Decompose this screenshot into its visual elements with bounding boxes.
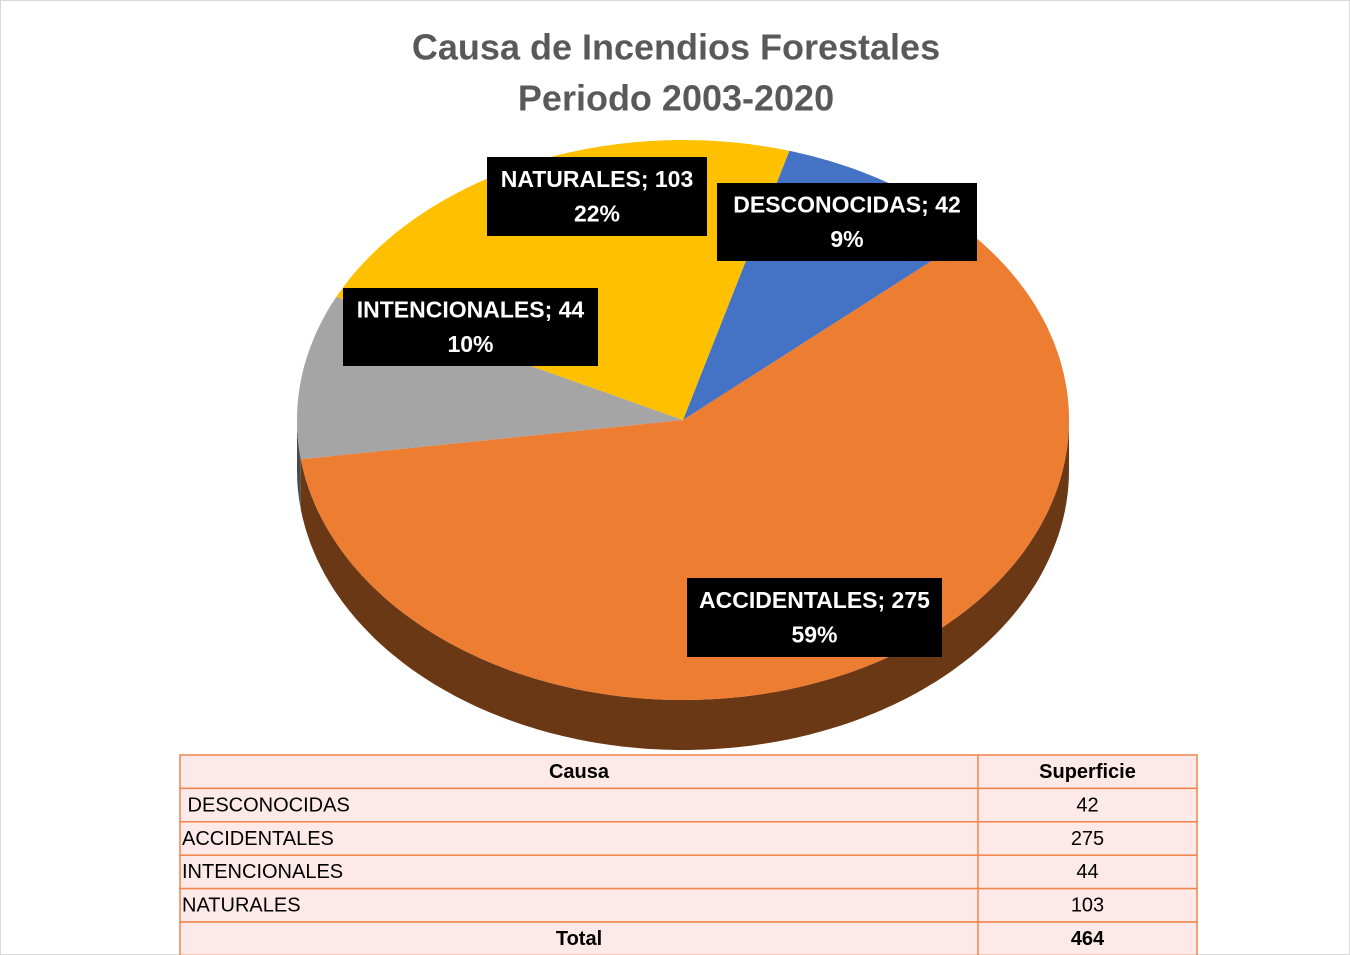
data-label-box xyxy=(687,578,942,657)
table-cell: 275 xyxy=(1071,828,1104,850)
table-cell: NATURALES xyxy=(182,895,301,917)
table-row xyxy=(179,854,1198,890)
table-cell: ACCIDENTALES xyxy=(182,828,334,850)
data-label: ACCIDENTALES; 275 xyxy=(699,587,930,613)
table-cell: INTENCIONALES xyxy=(182,861,343,883)
data-label-box xyxy=(343,288,598,366)
data-label-box xyxy=(487,157,707,236)
table-cell: Total xyxy=(556,928,602,950)
data-label: NATURALES; 103 xyxy=(501,166,694,192)
data-label: INTENCIONALES; 44 xyxy=(357,296,585,322)
data-label-box xyxy=(717,183,977,261)
table-row xyxy=(179,787,1198,823)
table-cell: 103 xyxy=(1071,895,1104,917)
table-cell: Causa xyxy=(549,761,610,783)
table-cell: Superficie xyxy=(1039,761,1136,783)
slice-side xyxy=(300,420,1069,750)
table-row xyxy=(179,887,1198,923)
table-cell: DESCONOCIDAS xyxy=(182,794,350,816)
data-label: 22% xyxy=(574,201,620,227)
table-cell: 464 xyxy=(1071,928,1105,950)
data-label: 59% xyxy=(791,622,837,648)
table-cell: 44 xyxy=(1076,861,1098,883)
data-label: 9% xyxy=(830,226,863,252)
slice-side xyxy=(297,420,301,510)
data-label: 10% xyxy=(447,331,493,357)
table-row xyxy=(179,821,1198,856)
table-row xyxy=(179,754,1198,790)
chart-title: Causa de Incendios Forestales xyxy=(412,27,940,68)
table-row xyxy=(179,921,1198,955)
chart-title: Periodo 2003-2020 xyxy=(518,78,834,119)
table-cell: 42 xyxy=(1076,794,1098,816)
data-label: DESCONOCIDAS; 42 xyxy=(733,191,960,217)
